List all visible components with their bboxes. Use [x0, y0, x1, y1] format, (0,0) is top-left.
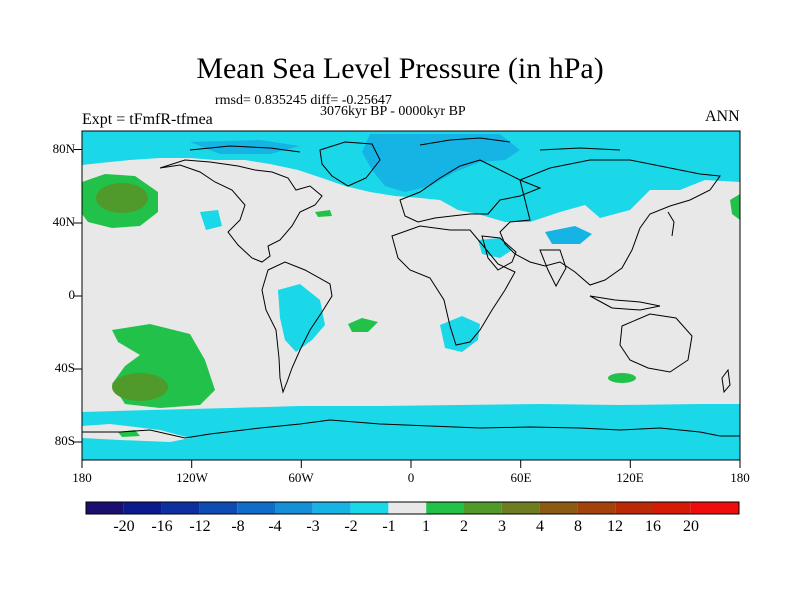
- colorbar-label: -1: [382, 518, 396, 535]
- lat-label-40s: 40S: [54, 360, 75, 375]
- greenland-coast: [319, 141, 381, 187]
- lon-label-60e: 60E: [510, 470, 532, 485]
- japan-coast: [667, 211, 675, 237]
- lat-label-80n: 80N: [52, 141, 75, 156]
- south-america-blue-region: [278, 284, 325, 352]
- season-label: ANN: [705, 108, 740, 125]
- colorbar: [85, 501, 740, 515]
- coastlines: [82, 137, 740, 439]
- colorbar-label: -12: [189, 518, 211, 535]
- lat-label-0: 0: [68, 287, 76, 302]
- colorbar-label: -2: [344, 518, 358, 535]
- lon-label-120w: 120W: [176, 470, 208, 485]
- colorbar-box-12: [539, 502, 578, 514]
- indonesia-coast: [589, 295, 661, 311]
- colorbar-box-5: [275, 502, 313, 514]
- colorbar-box-2: [161, 502, 200, 514]
- north-atlantic-low-region: [362, 134, 520, 192]
- colorbar-label: -20: [113, 518, 135, 535]
- colorbar-label: -4: [268, 518, 282, 535]
- map-title: Mean Sea Level Pressure (in hPa): [196, 52, 604, 85]
- colorbar-box-14: [615, 502, 653, 514]
- north-pacific-high-core: [96, 183, 148, 213]
- colorbar-label: 4: [536, 518, 544, 535]
- south-pacific-high-core: [112, 373, 168, 401]
- lon-label-180e: 180: [730, 470, 750, 485]
- east-pacific-high-region: [730, 194, 740, 220]
- colorbar-label: -16: [151, 518, 173, 535]
- colorbar-label: -8: [231, 518, 245, 535]
- new-zealand-coast: [721, 368, 731, 394]
- colorbar-label: 16: [645, 518, 661, 535]
- colorbar-box-0: [86, 502, 124, 514]
- colorbar-label: 1: [422, 518, 430, 535]
- asia-coast: [499, 159, 721, 286]
- axis-ticks: [74, 149, 741, 468]
- pacific-blue-patch: [200, 210, 222, 230]
- south-america-coast: [261, 261, 333, 394]
- colorbar-box-7: [350, 502, 389, 514]
- lon-label-60w: 60W: [288, 470, 314, 485]
- siberia-mid-blue-patch: [545, 226, 592, 244]
- australia-coast: [619, 313, 693, 373]
- colorbar-box-8: [388, 502, 427, 514]
- antarctica-coast: [82, 419, 740, 439]
- lon-label-120e: 120E: [616, 470, 644, 485]
- colorbar-box-11: [501, 502, 540, 514]
- indian-ocean-green-patch: [608, 373, 636, 383]
- atlantic-green-patch: [315, 210, 332, 217]
- colorbar-label: 2: [460, 518, 468, 535]
- colorbar-label: 20: [683, 518, 699, 535]
- india-coast: [539, 249, 567, 288]
- rmsd-diff-stats: rmsd= 0.835245 diff= -0.25647: [215, 93, 392, 108]
- south-atlantic-green-patch: [348, 318, 378, 332]
- colorbar-frame: [85, 501, 740, 515]
- colorbar-label: 12: [607, 518, 623, 535]
- arabia-coast: [481, 235, 517, 271]
- antarctic-anomaly-region: [82, 404, 740, 460]
- north-america-coast: [159, 159, 323, 263]
- lon-label-180w: 180: [72, 470, 92, 485]
- time-period-label: 3076kyr BP - 0000kyr BP: [320, 104, 466, 119]
- colorbar-box-3: [199, 502, 238, 514]
- colorbar-box-13: [577, 502, 616, 514]
- colorbar-box-1: [123, 502, 162, 514]
- colorbar-box-4: [237, 502, 275, 514]
- colorbar-box-15: [653, 502, 691, 514]
- experiment-label: Expt = tFmfR-tfmea: [82, 111, 213, 128]
- lat-label-80s: 80S: [54, 433, 75, 448]
- africa-coast: [391, 225, 516, 346]
- lat-label-40n: 40N: [52, 214, 75, 229]
- europe-coast: [399, 159, 542, 223]
- colorbar-box-9: [426, 502, 464, 514]
- colorbar-label: 8: [574, 518, 582, 535]
- colorbar-label: 3: [498, 518, 506, 535]
- arctic-islands-coast: [189, 137, 621, 153]
- colorbar-label: -3: [306, 518, 320, 535]
- colorbar-box-16: [690, 502, 739, 514]
- colorbar-box-10: [464, 502, 502, 514]
- lon-label-0: 0: [407, 470, 415, 485]
- colorbar-box-6: [312, 502, 351, 514]
